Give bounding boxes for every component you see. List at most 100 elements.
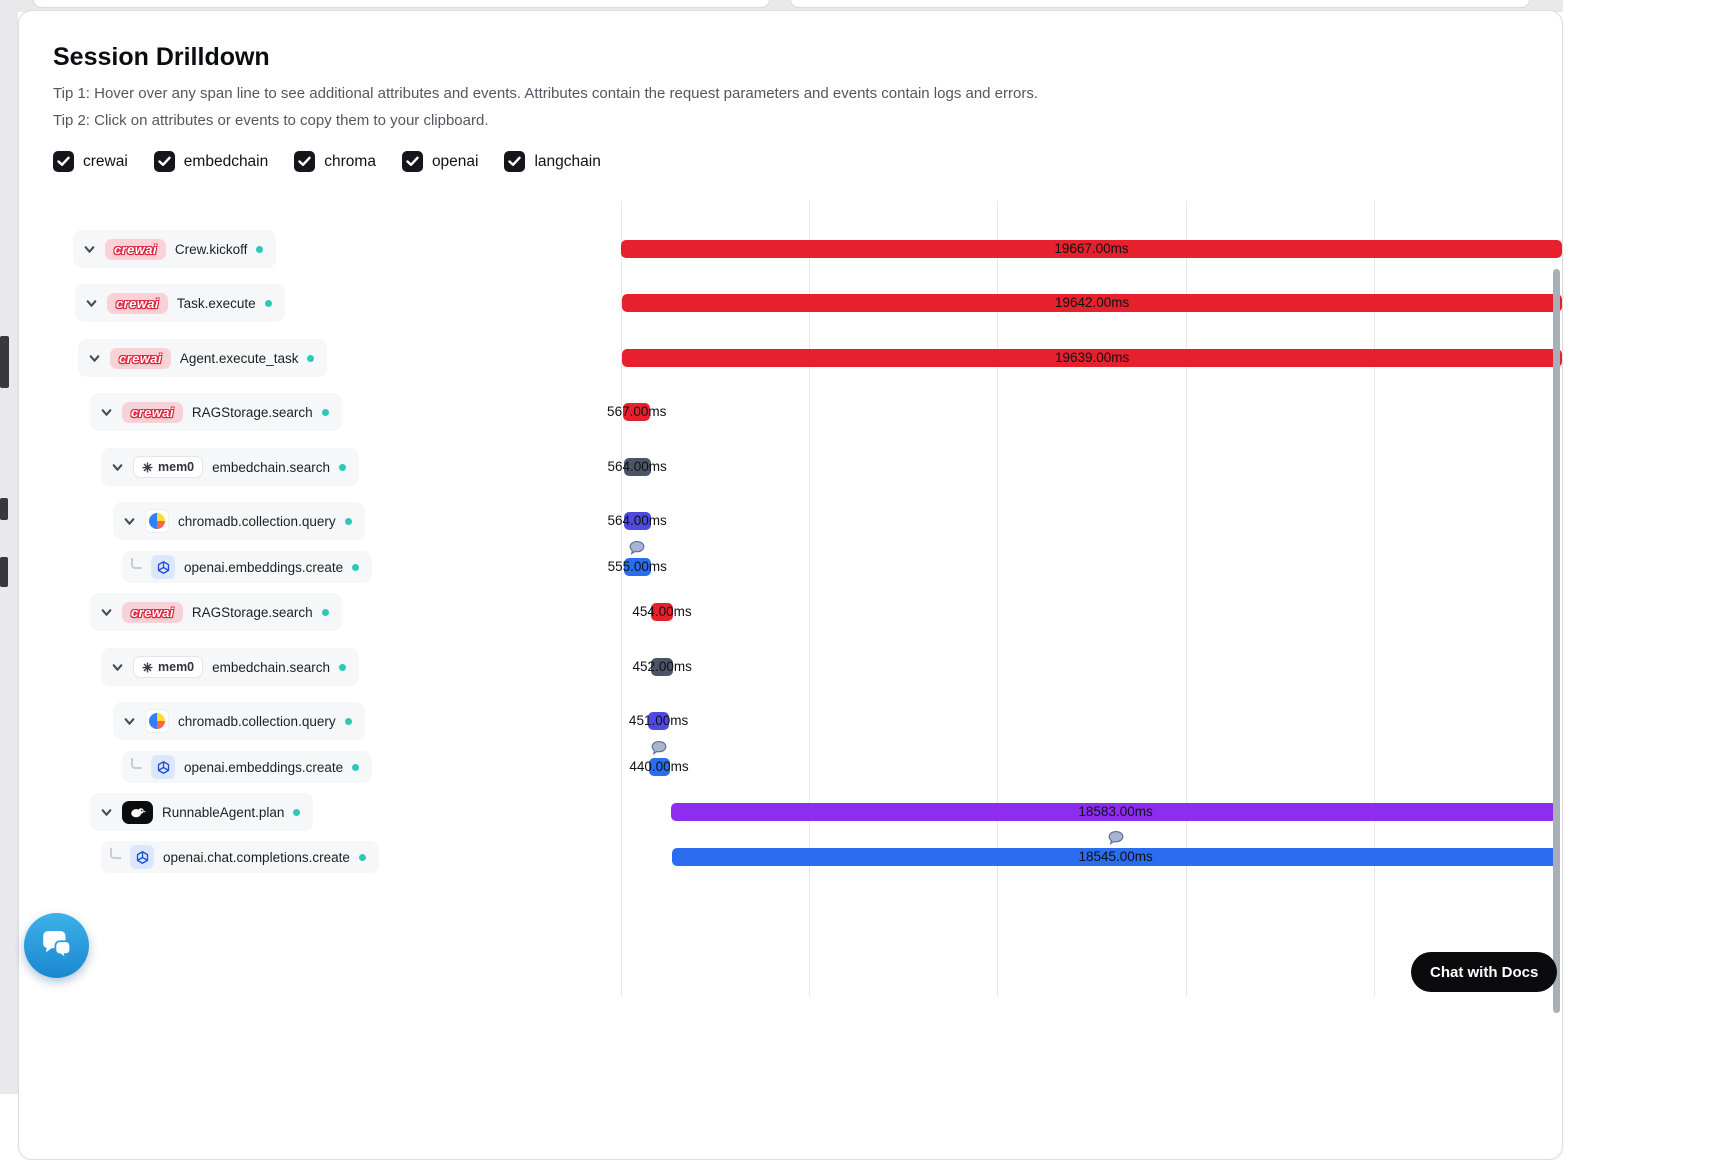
filter-item-crewai[interactable]: crewai xyxy=(53,151,128,172)
span-duration-label: 451.00ms xyxy=(628,713,689,728)
span-tree-item[interactable]: chromadb.collection.query xyxy=(113,702,365,740)
span-duration-bar[interactable] xyxy=(622,294,1562,312)
filter-label-embedchain: embedchain xyxy=(183,152,269,170)
page-title: Session Drilldown xyxy=(53,43,270,71)
event-bubble-icon[interactable] xyxy=(629,540,646,560)
chevron-down-icon[interactable] xyxy=(111,661,124,674)
span-tree-item[interactable]: openai.chat.completions.create xyxy=(101,841,379,873)
status-dot xyxy=(307,354,315,362)
span-tree-item[interactable]: chromadb.collection.query xyxy=(113,502,365,540)
chevron-down-icon[interactable] xyxy=(100,606,113,619)
chroma-logo-icon xyxy=(145,709,169,733)
openai-logo-icon xyxy=(151,555,175,579)
span-tree-item[interactable]: crewai Task.execute xyxy=(75,284,285,322)
span-duration-bar[interactable] xyxy=(622,349,1562,367)
status-dot xyxy=(264,299,272,307)
chat-with-docs-button[interactable]: Chat with Docs xyxy=(1411,952,1558,992)
span-duration-label: 555.00ms xyxy=(607,559,667,574)
span-tree-item[interactable]: crewai RAGStorage.search xyxy=(90,593,342,631)
filter-item-openai[interactable]: openai xyxy=(401,151,478,172)
openai-logo-icon xyxy=(151,755,175,779)
status-dot xyxy=(358,853,366,861)
vertical-scrollbar[interactable] xyxy=(1553,269,1560,1013)
chevron-down-icon[interactable] xyxy=(111,461,124,474)
chat-launcher-button[interactable] xyxy=(24,913,89,978)
span-name-label: Task.execute xyxy=(176,295,256,311)
span-tree-item[interactable]: openai.embeddings.create xyxy=(122,751,373,783)
mem0-badge-label: mem0 xyxy=(158,460,195,474)
timeline-gridline xyxy=(1185,201,1187,996)
span-duration-bar[interactable] xyxy=(672,848,1560,866)
filter-item-langchain[interactable]: langchain xyxy=(504,151,601,172)
chevron-down-icon[interactable] xyxy=(88,352,101,365)
checkbox-openai[interactable] xyxy=(401,151,423,172)
span-tree-item[interactable]: crewai RAGStorage.search xyxy=(90,393,342,431)
tip-2-text: Tip 2: Click on attributes or events to … xyxy=(53,112,489,129)
page-left-edge xyxy=(0,0,18,1094)
span-duration-label: 564.00ms xyxy=(607,459,667,474)
span-name-label: openai.embeddings.create xyxy=(184,759,344,775)
checkbox-embedchain[interactable] xyxy=(153,151,175,172)
span-name-label: RAGStorage.search xyxy=(191,604,313,620)
span-duration-label: 19639.00ms xyxy=(1055,350,1130,365)
filter-item-chroma[interactable]: chroma xyxy=(294,151,376,172)
mem0-logo-badge: mem0 xyxy=(133,656,204,678)
span-duration-label: 564.00ms xyxy=(607,513,667,528)
span-name-label: embedchain.search xyxy=(212,659,330,675)
chevron-down-icon[interactable] xyxy=(123,715,136,728)
mem0-logo-badge: mem0 xyxy=(133,456,204,478)
span-duration-bar[interactable] xyxy=(670,803,1561,821)
openai-logo-icon xyxy=(130,845,154,869)
crewai-logo-badge: crewai xyxy=(107,292,168,314)
span-duration-label: 18583.00ms xyxy=(1078,804,1153,819)
span-name-label: chromadb.collection.query xyxy=(178,713,336,729)
span-duration-bar[interactable] xyxy=(647,712,670,730)
checkbox-chroma[interactable] xyxy=(294,151,316,172)
span-duration-bar[interactable] xyxy=(648,758,670,776)
clipped-edge-content xyxy=(0,336,9,388)
span-name-label: openai.chat.completions.create xyxy=(163,849,350,865)
langchain-parrot-icon xyxy=(122,800,153,824)
crewai-logo-badge: crewai xyxy=(122,601,183,623)
chevron-down-icon[interactable] xyxy=(100,806,113,819)
span-duration-bar[interactable] xyxy=(623,558,651,576)
chevron-down-icon[interactable] xyxy=(83,243,96,256)
event-bubble-icon[interactable] xyxy=(1107,830,1124,850)
span-tree-item[interactable]: openai.embeddings.create xyxy=(122,551,373,583)
span-duration-bar[interactable] xyxy=(623,458,651,476)
span-tree-item[interactable]: crewai Crew.kickoff xyxy=(73,230,277,268)
chevron-down-icon[interactable] xyxy=(123,515,136,528)
span-name-label: RAGStorage.search xyxy=(191,404,313,420)
chevron-down-icon[interactable] xyxy=(100,406,113,419)
checkbox-langchain[interactable] xyxy=(504,151,526,172)
span-name-label: Crew.kickoff xyxy=(174,241,248,257)
span-duration-bar[interactable] xyxy=(621,240,1562,258)
clipped-edge-content xyxy=(0,557,8,587)
span-duration-label: 19642.00ms xyxy=(1054,295,1130,310)
timeline-gridline xyxy=(1373,201,1375,996)
filter-item-embedchain[interactable]: embedchain xyxy=(153,151,269,172)
crewai-logo-badge: crewai xyxy=(105,238,166,260)
span-duration-label: 567.00ms xyxy=(607,404,667,419)
span-name-label: chromadb.collection.query xyxy=(178,513,336,529)
crewai-logo-badge: crewai xyxy=(110,347,171,369)
event-bubble-icon[interactable] xyxy=(651,740,668,760)
mem0-badge-label: mem0 xyxy=(158,660,195,674)
span-tree-item[interactable]: RunnableAgent.plan xyxy=(90,793,314,831)
span-tree-item[interactable]: mem0 embedchain.search xyxy=(101,448,359,486)
span-tree-item[interactable]: crewai Agent.execute_task xyxy=(78,339,328,377)
tree-connector-icon xyxy=(110,847,121,859)
span-duration-bar[interactable] xyxy=(623,512,651,530)
span-tree-item[interactable]: mem0 embedchain.search xyxy=(101,648,359,686)
span-duration-label: 18545.00ms xyxy=(1078,849,1153,864)
chevron-down-icon[interactable] xyxy=(85,297,98,310)
span-duration-bar[interactable] xyxy=(623,403,651,421)
span-duration-bar[interactable] xyxy=(651,603,673,621)
span-duration-label: 452.00ms xyxy=(632,659,692,674)
status-dot xyxy=(344,517,352,525)
timeline-gridline xyxy=(997,201,999,996)
trace-stage: crewai Crew.kickoff 19667.00ms crewai Task.e… xyxy=(19,11,1562,1159)
checkbox-crewai[interactable] xyxy=(53,151,74,172)
tree-connector-icon xyxy=(131,557,142,569)
span-duration-bar[interactable] xyxy=(651,658,673,676)
